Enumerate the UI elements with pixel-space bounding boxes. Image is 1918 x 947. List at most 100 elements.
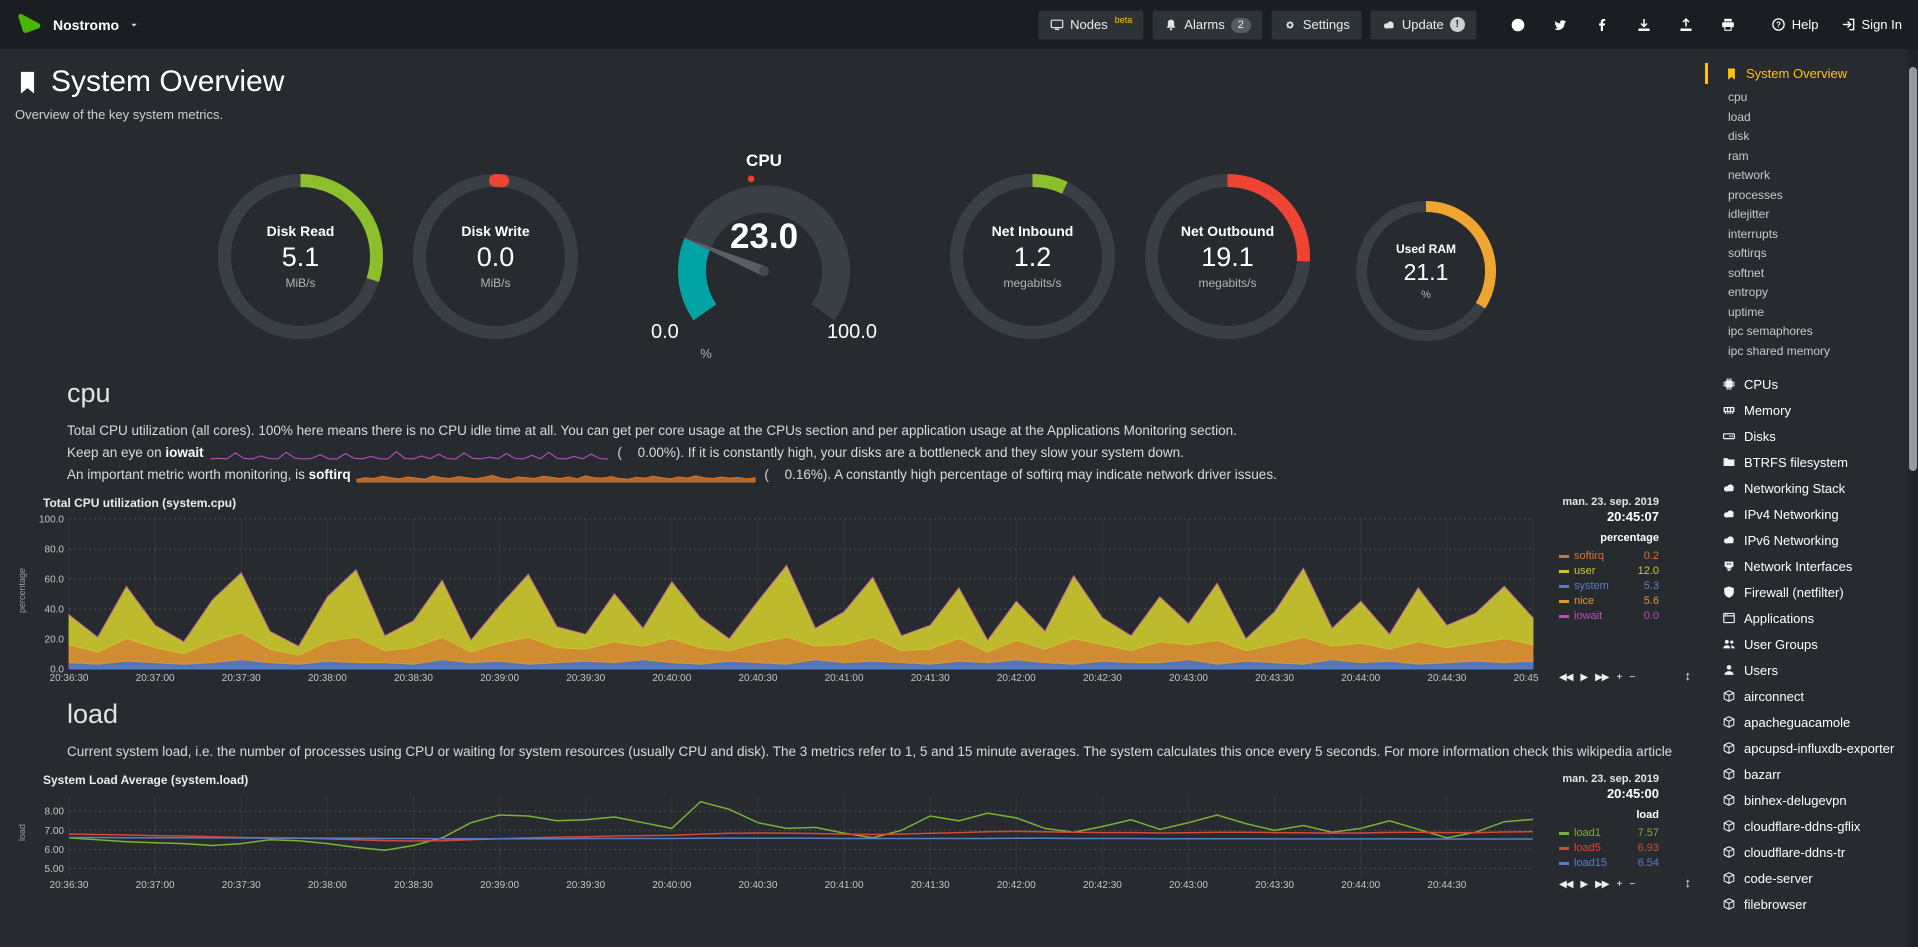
sidebar-item-ipv4-networking[interactable]: IPv4 Networking bbox=[1705, 501, 1904, 527]
legend-entry-system[interactable]: system 5.3 bbox=[1559, 579, 1659, 594]
iowait-sparkline[interactable] bbox=[209, 446, 609, 461]
sidebar-item-label: filebrowser bbox=[1744, 896, 1807, 912]
sidebar-item-binhex-delugevpn[interactable]: binhex-delugevpn bbox=[1705, 787, 1904, 813]
gauge-unit: % bbox=[1421, 288, 1431, 301]
pan-backward-icon[interactable]: ◀◀ bbox=[1559, 671, 1573, 683]
legend-entry-nice[interactable]: nice 5.6 bbox=[1559, 594, 1659, 609]
download-icon[interactable] bbox=[1636, 17, 1652, 33]
sidebar-subitem-uptime[interactable]: uptime bbox=[1728, 304, 1765, 319]
sidebar-item-network-interfaces[interactable]: Network Interfaces bbox=[1705, 553, 1904, 579]
nodes-button[interactable]: Nodes beta bbox=[1038, 9, 1145, 40]
user-icon bbox=[1722, 663, 1736, 677]
svg-text:20:38:00: 20:38:00 bbox=[308, 880, 347, 891]
legend-entry-load5[interactable]: load5 6.93 bbox=[1559, 841, 1659, 856]
chart-resize-handle[interactable]: ↕ bbox=[1684, 667, 1692, 683]
sidebar-subitem-disk[interactable]: disk bbox=[1728, 129, 1750, 143]
cube-icon bbox=[1722, 897, 1736, 911]
cloud-icon bbox=[1382, 18, 1396, 32]
page-header: System Overview Overview of the key syst… bbox=[15, 65, 1705, 122]
sidebar-item-filebrowser[interactable]: filebrowser bbox=[1705, 891, 1904, 917]
chart-resize-handle[interactable]: ↕ bbox=[1684, 874, 1692, 890]
sidebar-item-applications[interactable]: Applications bbox=[1705, 605, 1904, 631]
sidebar-subitem-processes[interactable]: processes bbox=[1728, 187, 1783, 202]
help-button[interactable]: ? Help bbox=[1771, 17, 1819, 32]
pan-forward-icon[interactable]: ▶▶ bbox=[1595, 671, 1609, 683]
legend-entry-load1[interactable]: load1 7.57 bbox=[1559, 826, 1659, 841]
settings-button[interactable]: Settings bbox=[1270, 9, 1362, 40]
used-ram-gauge[interactable]: Used RAM 21.1 % bbox=[1356, 201, 1496, 341]
sidebar-subitem-ipc-shared-memory[interactable]: ipc shared memory bbox=[1728, 343, 1831, 358]
cpu-description-1: Total CPU utilization (all cores). 100% … bbox=[67, 423, 1237, 438]
print-icon[interactable] bbox=[1720, 17, 1736, 33]
gauge-max: 100.0 bbox=[826, 321, 877, 343]
pan-forward-icon[interactable]: ▶▶ bbox=[1595, 878, 1609, 890]
sidebar-subitem-interrupts[interactable]: interrupts bbox=[1728, 226, 1779, 241]
zoom-in-icon[interactable]: + bbox=[1616, 671, 1622, 683]
legend-entry-user[interactable]: user 12.0 bbox=[1559, 564, 1659, 579]
sidebar-scrollbar[interactable] bbox=[1908, 49, 1918, 947]
gauge-label: Net Outbound bbox=[1180, 222, 1275, 239]
signin-button[interactable]: Sign In bbox=[1841, 17, 1902, 32]
cube-icon bbox=[1722, 741, 1736, 755]
sidebar-subitem-load[interactable]: load bbox=[1728, 109, 1751, 124]
cpu-description-3: An important metric worth monitoring, is… bbox=[67, 465, 1697, 486]
cpu-chart-plot[interactable]: 20:36:30 20:37:00 20:37:30 20:38:00 20:38:30… bbox=[29, 513, 1539, 685]
legend-entry-load15[interactable]: load15 6.54 bbox=[1559, 856, 1659, 871]
cpu-gauge[interactable]: CPU 23.0 0.0 100.0 % bbox=[614, 151, 914, 361]
sidebar-item-system-overview[interactable]: System Overview bbox=[1705, 63, 1904, 84]
sidebar-item-cpus[interactable]: CPUs bbox=[1705, 371, 1904, 397]
sidebar-subitem-softnet[interactable]: softnet bbox=[1728, 265, 1765, 280]
sidebar-item-btrfs-filesystem[interactable]: BTRFS filesystem bbox=[1705, 449, 1904, 475]
twitter-icon[interactable] bbox=[1552, 17, 1568, 33]
update-button[interactable]: Update ! bbox=[1369, 9, 1477, 40]
sidebar-subitem-ipc-semaphores[interactable]: ipc semaphores bbox=[1728, 324, 1813, 338]
sidebar-subitem-network[interactable]: network bbox=[1728, 168, 1771, 182]
sidebar-item-apacheguacamole[interactable]: apacheguacamole bbox=[1705, 709, 1904, 735]
sidebar-item-cloudflare-ddns-tr[interactable]: cloudflare-ddns-tr bbox=[1705, 839, 1904, 865]
facebook-icon[interactable] bbox=[1594, 17, 1610, 33]
svg-text:20:40:00: 20:40:00 bbox=[652, 673, 691, 684]
net-inbound-gauge[interactable]: Net Inbound 1.2 megabits/s bbox=[950, 173, 1115, 339]
sidebar-item-user-groups[interactable]: User Groups bbox=[1705, 631, 1904, 657]
sidebar-item-memory[interactable]: Memory bbox=[1705, 397, 1904, 423]
net-outbound-gauge[interactable]: Net Outbound 19.1 megabits/s bbox=[1145, 173, 1310, 339]
disk-write-gauge[interactable]: Disk Write 0.0 MiB/s bbox=[413, 173, 578, 339]
upload-icon[interactable] bbox=[1678, 17, 1694, 33]
zoom-in-icon[interactable]: + bbox=[1616, 878, 1622, 890]
play-icon[interactable]: ▶ bbox=[1580, 878, 1588, 890]
sidebar-item-apcupsd-influxdb-exporter[interactable]: apcupsd-influxdb-exporter bbox=[1705, 735, 1904, 761]
sidebar-item-airconnect[interactable]: airconnect bbox=[1705, 683, 1904, 709]
load-chart-plot[interactable]: 20:36:30 20:37:00 20:37:30 20:38:00 20:38:30… bbox=[29, 790, 1539, 892]
play-icon[interactable]: ▶ bbox=[1580, 671, 1588, 683]
github-icon[interactable] bbox=[1510, 17, 1526, 33]
load-description: Current system load, i.e. the number of … bbox=[67, 743, 1673, 759]
sidebar-subitem-cpu[interactable]: cpu bbox=[1728, 90, 1748, 104]
pan-backward-icon[interactable]: ◀◀ bbox=[1559, 878, 1573, 890]
sidebar-item-cloudflare-ddns-gflix[interactable]: cloudflare-ddns-gflix bbox=[1705, 813, 1904, 839]
legend-entry-iowait[interactable]: iowait 0.0 bbox=[1559, 609, 1659, 624]
sidebar-item-users[interactable]: Users bbox=[1705, 657, 1904, 683]
sidebar-subitem-idlejitter[interactable]: idlejitter bbox=[1728, 207, 1770, 221]
sidebar-item-label: Users bbox=[1744, 662, 1778, 678]
sidebar-item-disks[interactable]: Disks bbox=[1705, 423, 1904, 449]
zoom-out-icon[interactable]: − bbox=[1629, 671, 1635, 683]
sidebar-item-label: code-server bbox=[1744, 870, 1813, 886]
sidebar-item-networking-stack[interactable]: Networking Stack bbox=[1705, 475, 1904, 501]
gauge-value: 21.1 bbox=[1403, 258, 1449, 285]
disk-read-gauge[interactable]: Disk Read 5.1 MiB/s bbox=[218, 173, 383, 339]
sidebar-item-firewall-netfilter[interactable]: Firewall (netfilter) bbox=[1705, 579, 1904, 605]
alarms-button[interactable]: Alarms 2 bbox=[1152, 9, 1263, 40]
softirq-sparkline[interactable] bbox=[356, 468, 756, 483]
sidebar-item-code-server[interactable]: code-server bbox=[1705, 865, 1904, 891]
brand-menu[interactable]: Nostromo bbox=[16, 11, 139, 38]
zoom-out-icon[interactable]: − bbox=[1629, 878, 1635, 890]
cube-icon bbox=[1722, 767, 1736, 781]
legend-entry-softirq[interactable]: softirq 0.2 bbox=[1559, 549, 1659, 564]
window-icon bbox=[1722, 611, 1736, 625]
sidebar-item-bazarr[interactable]: bazarr bbox=[1705, 761, 1904, 787]
scrollbar-thumb[interactable] bbox=[1909, 67, 1917, 471]
sidebar-subitem-entropy[interactable]: entropy bbox=[1728, 285, 1769, 299]
sidebar-subitem-ram[interactable]: ram bbox=[1728, 148, 1749, 163]
sidebar-item-ipv6-networking[interactable]: IPv6 Networking bbox=[1705, 527, 1904, 553]
sidebar-subitem-softirqs[interactable]: softirqs bbox=[1728, 246, 1767, 260]
